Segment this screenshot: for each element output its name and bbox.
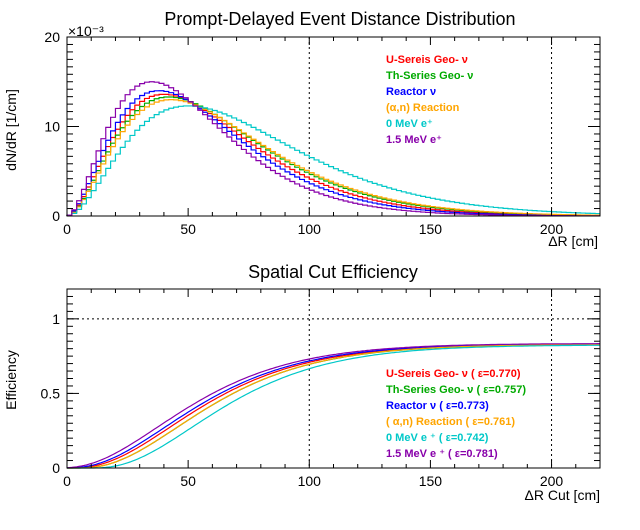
y-tick-label: 0 [52, 460, 60, 476]
x-tick-label: 50 [180, 221, 196, 237]
bottom-gridlines [67, 289, 600, 468]
bottom-data-curves [66, 343, 600, 469]
legend-entry-1: Th-Series Geo- ν ( ε=0.757) [386, 384, 526, 396]
top-y-axis-label: dN/dR [1/cm] [3, 89, 19, 171]
bottom-panel: Spatial Cut Efficiency Efficiency ΔR Cut… [3, 262, 601, 503]
y-tick-label: 0 [52, 208, 60, 224]
y-tick-label: 10 [44, 119, 60, 135]
x-tick-label: 50 [180, 473, 196, 489]
top-panel: Prompt-Delayed Event Distance Distributi… [3, 9, 601, 249]
top-data-curves [66, 81, 600, 217]
legend-entry-0: U-Sereis Geo- ν ( ε=0.770) [386, 368, 521, 380]
legend-entry-5: 1.5 MeV e ⁺ ( ε=0.781) [386, 448, 498, 460]
legend-entry-3: (α,n) Reaction [386, 102, 460, 114]
series-curve-4 [66, 105, 600, 217]
top-legend: U-Sereis Geo- ν Th-Series Geo- ν Reactor ν… [386, 54, 473, 146]
top-x-axis-label: ΔR [cm] [548, 233, 598, 249]
series-curve-3 [66, 99, 600, 217]
x-tick-label: 0 [63, 221, 71, 237]
legend-entry-3: ( α,n) Reaction ( ε=0.761) [386, 416, 515, 428]
series-curve-5 [66, 81, 600, 217]
top-axis-ticks: 0 50 100 150 200 0 10 20 [44, 29, 600, 237]
y-tick-label: 1 [52, 311, 60, 327]
bottom-x-axis-label: ΔR Cut [cm] [525, 487, 600, 503]
legend-entry-0: U-Sereis Geo- ν [386, 54, 468, 66]
series-curve-5 [66, 343, 600, 469]
series-curve-2 [66, 90, 600, 217]
x-tick-label: 100 [298, 473, 322, 489]
x-tick-label: 150 [419, 221, 443, 237]
series-curve-1 [67, 344, 600, 469]
bottom-legend: U-Sereis Geo- ν ( ε=0.770) Th-Series Geo-… [386, 368, 526, 460]
x-tick-label: 150 [419, 473, 443, 489]
series-curve-3 [67, 344, 600, 469]
bottom-chart-title: Spatial Cut Efficiency [248, 262, 418, 282]
x-tick-label: 100 [298, 221, 322, 237]
legend-entry-4: 0 MeV e⁺ [386, 118, 433, 130]
legend-entry-1: Th-Series Geo- ν [386, 70, 473, 82]
x-tick-label: 200 [540, 221, 564, 237]
bottom-axis-ticks: 0 50 100 150 200 0 0.5 1 [41, 289, 600, 489]
series-curve-4 [67, 344, 600, 469]
y-tick-label: 0.5 [41, 385, 61, 401]
legend-entry-4: 0 MeV e ⁺ ( ε=0.742) [386, 432, 489, 444]
legend-entry-5: 1.5 MeV e⁺ [386, 134, 442, 146]
legend-entry-2: Reactor ν [386, 86, 436, 98]
x-tick-label: 200 [540, 473, 564, 489]
y-tick-label: 20 [44, 29, 60, 45]
top-y-multiplier: ×10⁻³ [68, 23, 104, 39]
bottom-y-axis-label: Efficiency [3, 350, 19, 410]
top-chart-title: Prompt-Delayed Event Distance Distributi… [164, 9, 515, 29]
x-tick-label: 0 [63, 473, 71, 489]
legend-entry-2: Reactor ν ( ε=0.773) [386, 400, 489, 412]
